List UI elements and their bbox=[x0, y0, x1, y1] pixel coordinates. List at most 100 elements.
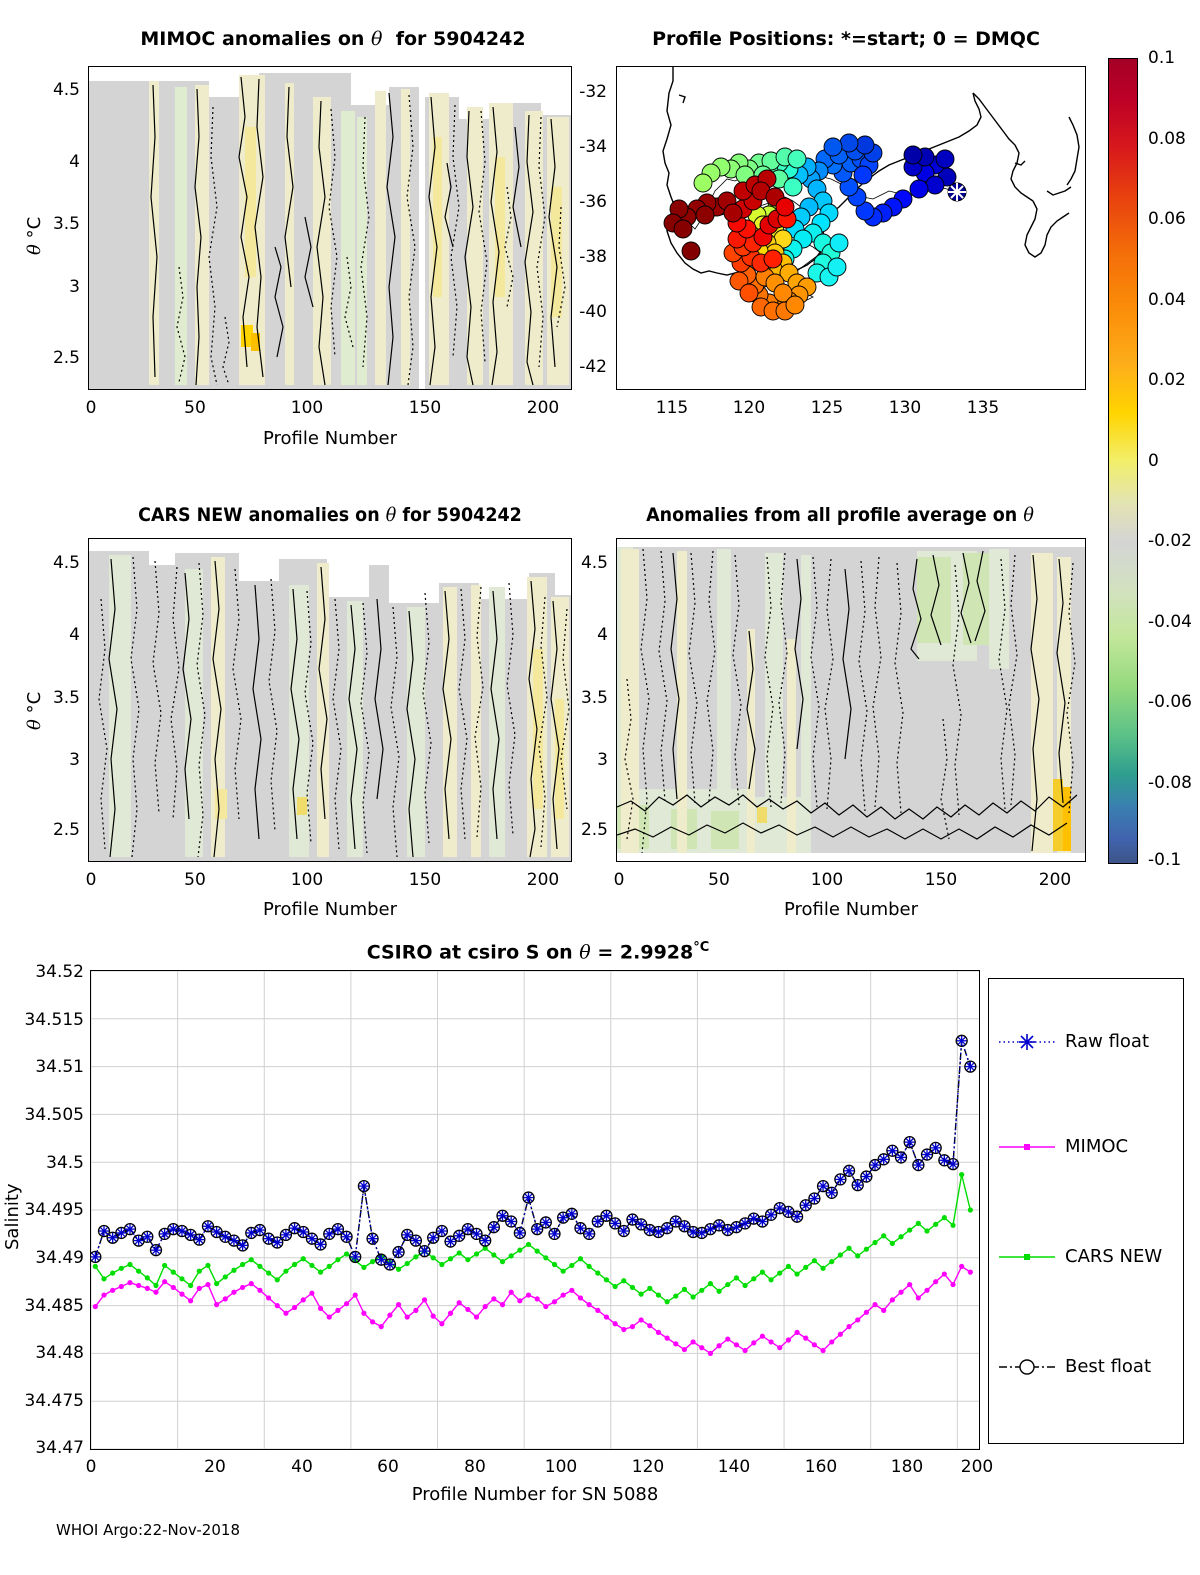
legend-swatch-cars-new bbox=[999, 1254, 1055, 1260]
salinity-ytick-34.48: 34.48 bbox=[35, 1343, 84, 1363]
map-plot bbox=[616, 66, 1086, 390]
cars-ytick-3: 3 bbox=[69, 750, 80, 770]
salinity-xtick-60: 60 bbox=[377, 1457, 399, 1477]
mimoc-title-float: for 5904242 bbox=[395, 28, 526, 50]
legend-label-best-float: Best float bbox=[1065, 1356, 1152, 1377]
map-ytick--34: -34 bbox=[579, 137, 607, 157]
cars-contour-svg bbox=[89, 539, 571, 861]
map-ytick--36: -36 bbox=[579, 192, 607, 212]
colorbar-tick-0.02: 0.02 bbox=[1148, 370, 1186, 390]
salinity-xtick-80: 80 bbox=[464, 1457, 486, 1477]
colorbar-gradient bbox=[1109, 59, 1137, 863]
mimoc-x-axis-label: Profile Number bbox=[263, 428, 397, 449]
mimoc-xtick-150: 150 bbox=[408, 398, 442, 418]
allprof-xtick-50: 50 bbox=[708, 870, 730, 890]
cars-panel-title: CARS NEW anomalies on θ for 5904242 bbox=[138, 504, 522, 526]
allprof-contour-svg bbox=[617, 539, 1085, 861]
salinity-x-axis-label: Profile Number for SN 5088 bbox=[411, 1484, 659, 1505]
theta-symbol: θ bbox=[24, 719, 45, 730]
salinity-xtick-20: 20 bbox=[204, 1457, 226, 1477]
salinity-ytick-34.485: 34.485 bbox=[24, 1296, 84, 1316]
mimoc-panel-title: MIMOC anomalies on θ for 5904242 bbox=[88, 28, 578, 50]
salinity-ytick-34.505: 34.505 bbox=[24, 1105, 84, 1125]
salinity-xtick-100: 100 bbox=[544, 1457, 578, 1477]
salinity-xtick-140: 140 bbox=[717, 1457, 751, 1477]
map-xtick-115: 115 bbox=[655, 398, 689, 418]
salinity-panel-title: CSIRO at csiro S on θ = 2.9928°C bbox=[366, 940, 710, 964]
map-svg bbox=[617, 67, 1085, 389]
allprof-xtick-100: 100 bbox=[810, 870, 844, 890]
allprof-contour-plot bbox=[616, 538, 1086, 862]
cars-xtick-200: 200 bbox=[526, 870, 560, 890]
allprof-xtick-150: 150 bbox=[924, 870, 958, 890]
theta-symbol: θ bbox=[385, 504, 397, 526]
legend-label-mimoc: MIMOC bbox=[1065, 1136, 1129, 1157]
cars-xtick-150: 150 bbox=[408, 870, 442, 890]
theta-symbol: θ bbox=[24, 244, 45, 255]
map-panel-title: Profile Positions: *=start; 0 = DMQC bbox=[652, 28, 1040, 50]
salinity-xtick-40: 40 bbox=[291, 1457, 313, 1477]
salinity-xtick-200: 200 bbox=[960, 1457, 994, 1477]
legend-swatch-best-float bbox=[999, 1359, 1055, 1375]
salinity-legend: Raw float MIMOC CARS NEW Best float bbox=[988, 978, 1184, 1444]
allprof-panel-title: Anomalies from all profile average on θ bbox=[646, 504, 1034, 526]
salinity-ytick-34.475: 34.475 bbox=[24, 1391, 84, 1411]
allprof-ytick-3-5: 3.5 bbox=[580, 688, 608, 708]
cars-x-axis-label: Profile Number bbox=[263, 899, 397, 920]
mimoc-xtick-100: 100 bbox=[290, 398, 324, 418]
allprof-ytick-3: 3 bbox=[597, 750, 608, 770]
colorbar-tick-0.06: 0.06 bbox=[1148, 209, 1186, 229]
map-xtick-125: 125 bbox=[810, 398, 844, 418]
salinity-ytick-34.52: 34.52 bbox=[35, 962, 84, 982]
colorbar-tick-0: 0 bbox=[1148, 451, 1159, 471]
map-ytick--38: -38 bbox=[579, 247, 607, 267]
cars-xtick-100: 100 bbox=[290, 870, 324, 890]
colorbar-tick-0.1: 0.1 bbox=[1148, 48, 1176, 68]
allprof-ytick-4-5: 4.5 bbox=[580, 553, 608, 573]
allprof-ytick-2-5: 2.5 bbox=[580, 820, 608, 840]
colorbar-tick--0.02: -0.02 bbox=[1148, 531, 1192, 551]
mimoc-contour-svg bbox=[89, 67, 571, 389]
theta-symbol: θ bbox=[371, 28, 383, 50]
start-asterisk-marker bbox=[948, 183, 966, 201]
profile-position-markers bbox=[663, 133, 967, 321]
map-ytick--32: -32 bbox=[579, 82, 607, 102]
colorbar bbox=[1108, 58, 1138, 864]
cars-contour-plot bbox=[88, 538, 572, 862]
mimoc-ytick-3-5: 3.5 bbox=[52, 214, 80, 234]
mimoc-ytick-3: 3 bbox=[69, 277, 80, 297]
colorbar-tick--0.04: -0.04 bbox=[1148, 612, 1192, 632]
colorbar-tick-0.08: 0.08 bbox=[1148, 129, 1186, 149]
mimoc-ytick-2-5: 2.5 bbox=[52, 348, 80, 368]
cars-xtick-0: 0 bbox=[85, 870, 97, 890]
cars-ytick-4: 4 bbox=[69, 625, 80, 645]
cars-ytick-2-5: 2.5 bbox=[52, 820, 80, 840]
cars-xtick-50: 50 bbox=[184, 870, 206, 890]
salinity-ytick-34.5: 34.5 bbox=[46, 1153, 84, 1173]
legend-swatch-mimoc bbox=[999, 1144, 1055, 1150]
salinity-ytick-34.515: 34.515 bbox=[24, 1010, 84, 1030]
salinity-ytick-34.47: 34.47 bbox=[35, 1438, 84, 1458]
deg-c-unit: °C bbox=[693, 940, 710, 955]
figure-footer: WHOI Argo:22-Nov-2018 bbox=[56, 1521, 240, 1539]
theta-symbol: θ bbox=[579, 941, 591, 964]
colorbar-tick-0.04: 0.04 bbox=[1148, 290, 1186, 310]
salinity-plot bbox=[90, 970, 980, 1450]
salinity-xtick-0: 0 bbox=[85, 1457, 97, 1477]
mimoc-contour-plot bbox=[88, 66, 572, 390]
map-xtick-120: 120 bbox=[732, 398, 766, 418]
salinity-xtick-180: 180 bbox=[890, 1457, 924, 1477]
mimoc-xtick-50: 50 bbox=[184, 398, 206, 418]
mimoc-xtick-200: 200 bbox=[526, 398, 560, 418]
mimoc-xtick-0: 0 bbox=[85, 398, 97, 418]
mimoc-ytick-4-5: 4.5 bbox=[52, 80, 80, 100]
mimoc-ytick-4: 4 bbox=[69, 152, 80, 172]
salinity-ytick-34.495: 34.495 bbox=[24, 1200, 84, 1220]
colorbar-tick--0.06: -0.06 bbox=[1148, 692, 1192, 712]
map-xtick-135: 135 bbox=[966, 398, 1000, 418]
salinity-ytick-34.49: 34.49 bbox=[35, 1248, 84, 1268]
allprof-x-axis-label: Profile Number bbox=[784, 899, 918, 920]
legend-label-raw-float: Raw float bbox=[1065, 1031, 1150, 1052]
legend-swatches bbox=[999, 1034, 1055, 1375]
colorbar-tick--0.1: -0.1 bbox=[1148, 850, 1182, 870]
